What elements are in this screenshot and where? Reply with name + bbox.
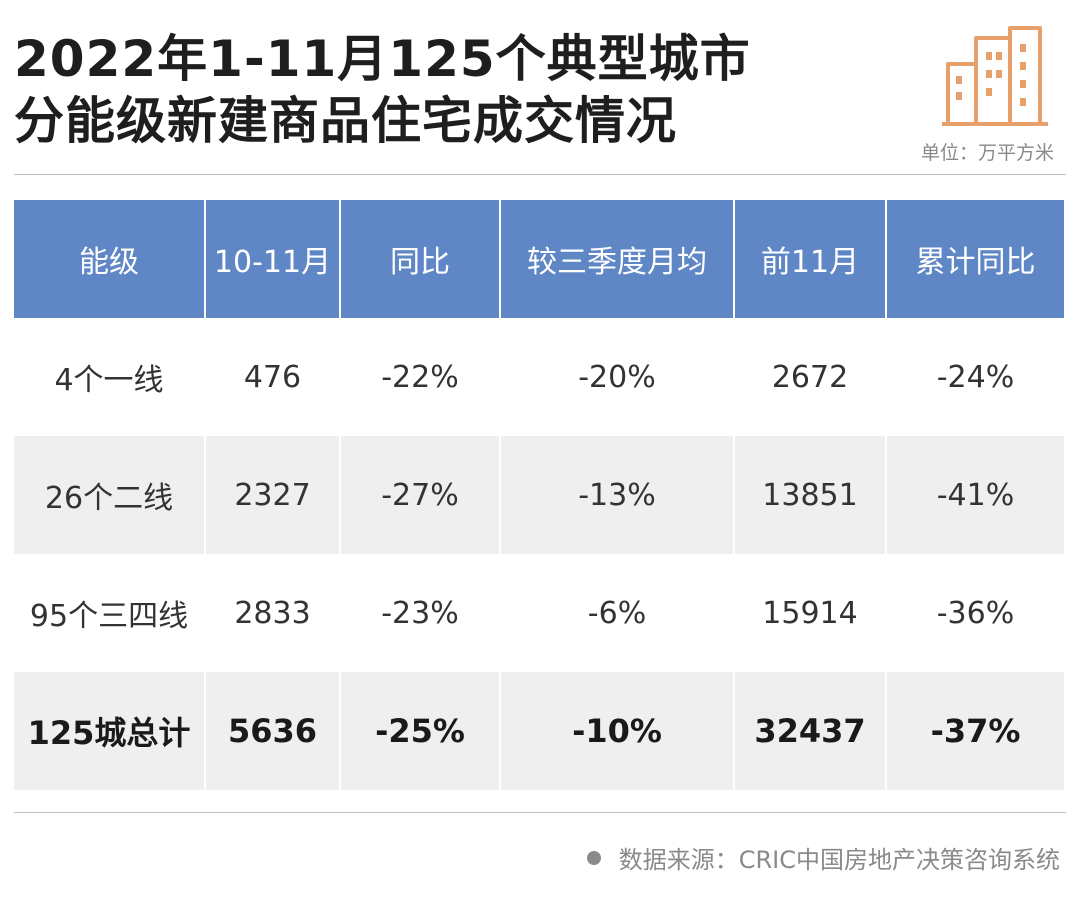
table-cell: -25% xyxy=(341,672,501,790)
table-cell: -36% xyxy=(936,595,1015,631)
table-row: 4个一线 476 -22% -20% 2672 -24% xyxy=(14,318,1064,436)
title-line-1: 2022年1-11月125个典型城市 xyxy=(14,30,751,88)
unit-label: 单位：万平方米 xyxy=(920,142,1054,164)
header-cell: 10-11月 xyxy=(206,200,341,318)
table-cell: 26个二线 xyxy=(14,436,206,554)
table-cell: -24% xyxy=(936,359,1015,395)
table-cell: 13851 xyxy=(735,436,887,554)
table-row-total: 125城总计 5636 -25% -10% 32437 -37% xyxy=(14,672,1064,790)
header-cell: 同比 xyxy=(341,200,501,318)
table-cell: -41% xyxy=(936,477,1015,513)
table-cell: 95个三四线 xyxy=(14,554,206,672)
table-cell: -37% xyxy=(930,712,1021,750)
table-cell: -20% xyxy=(501,318,735,436)
header-cell: 较三季度月均 xyxy=(501,200,735,318)
title-line-2: 分能级新建商品住宅成交情况 xyxy=(14,92,677,150)
table-cell: -23% xyxy=(341,554,501,672)
table-cell: -10% xyxy=(501,672,735,790)
source-text: 数据来源：CRIC中国房地产决策咨询系统 xyxy=(618,846,1060,874)
source-note: 数据来源：CRIC中国房地产决策咨询系统 xyxy=(586,840,1060,875)
bottom-divider xyxy=(14,812,1066,813)
table-cell: -22% xyxy=(341,318,501,436)
table-cell: -13% xyxy=(501,436,735,554)
header-cell: 累计同比 xyxy=(915,245,1036,280)
table-cell: -6% xyxy=(501,554,735,672)
table-cell: 32437 xyxy=(735,672,887,790)
table-cell: 2672 xyxy=(735,318,887,436)
table-row: 26个二线 2327 -27% -13% 13851 -41% xyxy=(14,436,1064,554)
header-cell: 前11月 xyxy=(735,200,887,318)
building-icon xyxy=(942,26,1048,126)
chart-title: 2022年1-11月125个典型城市 分能级新建商品住宅成交情况 xyxy=(14,28,751,152)
table-header: 能级 10-11月 同比 较三季度月均 前11月 累计同比 xyxy=(14,200,1064,318)
bullet-dot-icon xyxy=(586,850,601,865)
table-cell: 2327 xyxy=(206,436,341,554)
top-divider xyxy=(14,174,1066,175)
header-cell: 能级 xyxy=(14,200,206,318)
table-cell: 2833 xyxy=(206,554,341,672)
table-cell: 5636 xyxy=(206,672,341,790)
table-cell: 15914 xyxy=(735,554,887,672)
data-table: 能级 10-11月 同比 较三季度月均 前11月 累计同比 4个一线 476 -… xyxy=(14,200,1064,790)
table-cell: 4个一线 xyxy=(14,318,206,436)
table-cell: -27% xyxy=(341,436,501,554)
table-cell: 476 xyxy=(206,318,341,436)
table-row: 95个三四线 2833 -23% -6% 15914 -36% xyxy=(14,554,1064,672)
table-cell: 125城总计 xyxy=(14,672,206,790)
